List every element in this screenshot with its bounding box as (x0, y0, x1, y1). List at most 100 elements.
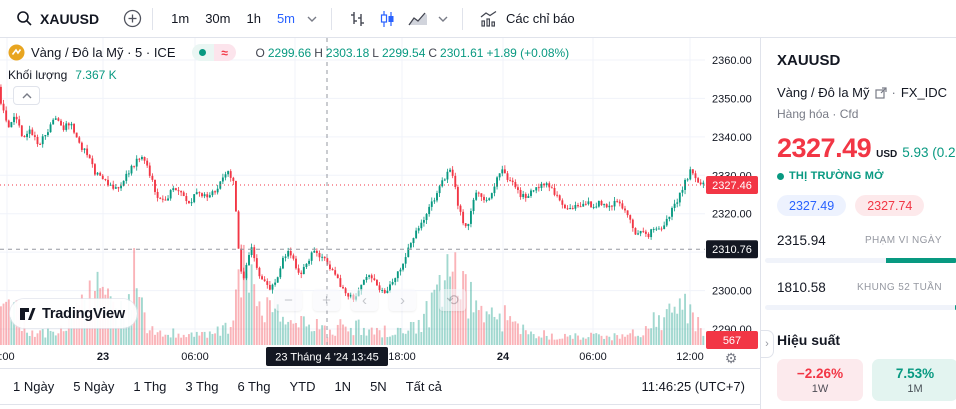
range-1day-button[interactable]: 1 Ngày (13, 375, 54, 398)
price-axis-label: 2300.00 (712, 286, 752, 298)
area-style-icon (408, 12, 428, 25)
perf-period: 1M (907, 382, 923, 395)
time-axis-label: 23 (97, 351, 109, 363)
compare-add-button[interactable] (123, 9, 142, 28)
candles-style-button-active[interactable] (372, 6, 402, 32)
bid-pill[interactable]: 2327.49 (777, 195, 847, 216)
time-axis-label: 06:00 (181, 351, 209, 363)
market-status-text: THỊ TRƯỜNG MỞ (789, 170, 884, 182)
ohlc-values: O 2299.66 H 2303.18 L 2299.54 C 2301.61 +1.8… (256, 46, 570, 60)
search-icon (17, 11, 32, 26)
zoom-out-button[interactable]: − (275, 289, 302, 311)
indicators-icon (480, 10, 497, 27)
area-style-button[interactable] (402, 6, 434, 32)
volume-label[interactable]: Khối lượng (8, 68, 68, 82)
symbol-search-button[interactable]: XAUUSD (10, 6, 105, 31)
crosshair-price-badge: 2310.76 (706, 240, 758, 259)
close-value: 2301.61 (440, 45, 484, 60)
bars-style-button[interactable] (342, 6, 372, 32)
style-dropdown-chevron[interactable] (434, 16, 452, 22)
week52-low: 1810.58 (777, 280, 826, 295)
perf-tile-1m[interactable]: 7.53% 1M (872, 359, 956, 401)
perf-tile-1w[interactable]: −2.26% 1W (777, 359, 863, 401)
toolbar-separator (331, 7, 333, 30)
chevron-down-icon (307, 16, 317, 22)
tradingview-logo[interactable]: TradingView (10, 299, 137, 328)
zoom-in-button[interactable]: + (313, 289, 340, 311)
interval-1h[interactable]: 1h (238, 6, 268, 31)
interval-5m-active[interactable]: 5m (269, 6, 303, 31)
svg-text:2327.46: 2327.46 (712, 180, 752, 192)
top-toolbar: XAUUSD 1m 30m 1h 5m (0, 0, 956, 38)
time-axis-label: :00 (0, 351, 15, 363)
market-open-dot-icon (777, 172, 784, 180)
price-axis-label: 2340.00 (712, 132, 752, 144)
chart-pane: 2360.002350.002340.002330.002320.002300.… (0, 38, 760, 409)
chevron-up-icon (22, 92, 31, 98)
week52-range-bar (765, 305, 956, 310)
plus-circle-icon (123, 9, 142, 28)
time-axis-label: 12:00 (676, 351, 704, 363)
panel-currency: USD (876, 149, 898, 160)
volume-axis-badge: 567 (706, 331, 758, 349)
interval-dropdown-chevron[interactable] (303, 16, 321, 22)
bar-change-value: +1.89 (+0.08%) (486, 45, 570, 60)
main-area: 2360.002350.002340.002330.002320.002300.… (0, 38, 956, 409)
time-axis[interactable]: :00 23 06:00 18:00 24 06:00 12:00 (0, 351, 704, 363)
interval-1m[interactable]: 1m (163, 6, 197, 31)
clock-timezone[interactable]: 11:46:25 (UTC+7) (641, 379, 745, 394)
range-1month-button[interactable]: 1 Thg (133, 375, 166, 398)
legend-symbol-title[interactable]: Vàng / Đô la Mỹ · 5 · ICE (31, 45, 176, 60)
market-status-pill[interactable]: ≈ (191, 44, 236, 61)
high-value: 2303.18 (325, 45, 370, 60)
symbol-name: XAUUSD (40, 10, 100, 27)
chart-style-group (342, 6, 452, 32)
toolbar-separator (152, 7, 154, 30)
range-5day-button[interactable]: 5 Ngày (73, 375, 114, 398)
scroll-left-button[interactable]: ‹ (351, 289, 378, 311)
external-link-icon[interactable] (874, 86, 887, 99)
interval-30m[interactable]: 30m (197, 6, 238, 31)
price-axis-label: 2350.00 (712, 93, 752, 105)
week52-range-row: 1810.58 KHUNG 52 TUẦN (777, 280, 956, 295)
scroll-right-button[interactable]: › (389, 289, 416, 311)
indicators-button[interactable]: Các chỉ báo (473, 6, 581, 32)
svg-text:23 Tháng 4 '24 13:45: 23 Tháng 4 '24 13:45 (275, 352, 378, 364)
candlestick-series (0, 84, 705, 302)
axis-settings-gear-icon[interactable]: ⚙ (724, 351, 738, 367)
date-range-toolbar: 1 Ngày 5 Ngày 1 Thg 3 Thg 6 Thg YTD 1N 5… (0, 368, 760, 405)
separator-dot: · (891, 85, 896, 100)
legend-collapse-button[interactable] (13, 86, 40, 105)
range-ytd-button[interactable]: YTD (289, 375, 315, 398)
panel-last-price: 2327.49 (777, 133, 872, 163)
panel-instrument-name[interactable]: Vàng / Đô la Mỹ (777, 85, 870, 100)
open-label: O (255, 45, 265, 60)
bars-style-icon (351, 11, 365, 26)
price-axis[interactable]: 2360.002350.002340.002330.002320.002300.… (712, 55, 752, 336)
week52-label: KHUNG 52 TUẦN (856, 282, 942, 293)
volume-value: 7.367 K (75, 68, 117, 82)
delayed-approx-icon: ≈ (213, 44, 236, 61)
panel-collapse-handle[interactable]: › (761, 330, 774, 358)
data-live-dot-icon (191, 44, 214, 61)
reset-chart-button[interactable]: ⟲ (439, 289, 466, 311)
range-3month-button[interactable]: 3 Thg (185, 375, 218, 398)
range-1year-button[interactable]: 1N (334, 375, 351, 398)
panel-name-row: Vàng / Đô la Mỹ · FX_IDC (777, 85, 956, 100)
ask-pill[interactable]: 2327.74 (855, 195, 925, 216)
perf-period: 1W (811, 382, 829, 395)
time-axis-label: 18:00 (388, 351, 416, 363)
range-6month-button[interactable]: 6 Thg (237, 375, 270, 398)
panel-price-row: 2327.49 USD 5.93 (0.2 (777, 133, 956, 164)
interval-group: 1m 30m 1h 5m (163, 6, 321, 31)
indicators-label: Các chỉ báo (506, 11, 575, 26)
bid-ask-row: 2327.49 2327.74 (777, 195, 956, 216)
range-5year-button[interactable]: 5N (370, 375, 387, 398)
performance-title: Hiệu suất (777, 332, 841, 348)
perf-value: −2.26% (796, 365, 844, 381)
range-all-button[interactable]: Tất cả (406, 375, 442, 398)
chart-nav-controls: − + ‹ › ⟲ (275, 289, 466, 311)
crosshair-time-badge: 23 Tháng 4 '24 13:45 (266, 347, 388, 366)
perf-value: 7.53% (895, 365, 935, 381)
price-axis-label: 2360.00 (712, 55, 752, 67)
